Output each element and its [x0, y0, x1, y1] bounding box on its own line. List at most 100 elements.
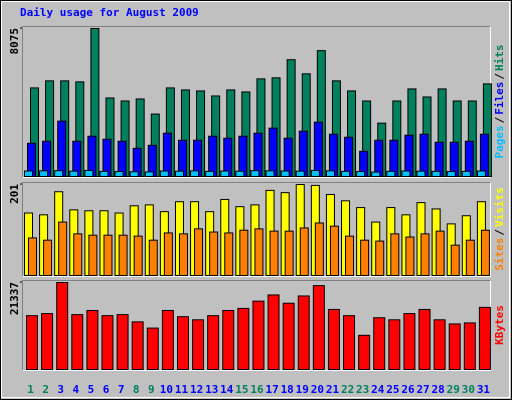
bar — [341, 170, 351, 178]
bar — [284, 230, 294, 276]
bar — [343, 315, 356, 371]
legend: KBytes — [493, 305, 506, 345]
bar — [448, 323, 461, 370]
bar — [356, 171, 366, 177]
bar — [190, 170, 200, 178]
x-tick-label: 20 — [311, 383, 324, 396]
x-tick-label: 28 — [432, 383, 445, 396]
bar — [433, 319, 446, 371]
bar — [388, 319, 401, 371]
x-tick-label: 10 — [160, 383, 173, 396]
x-tick-label: 11 — [175, 383, 189, 396]
bar — [298, 130, 308, 177]
bar — [418, 308, 431, 371]
bar — [252, 300, 265, 370]
legend-entry: KBytes — [493, 305, 506, 345]
bar — [463, 322, 476, 371]
legend: Pages/Files/Hits — [493, 45, 506, 159]
bar — [86, 309, 99, 370]
bar — [403, 313, 416, 370]
bar — [144, 171, 154, 177]
bar — [237, 307, 250, 370]
bar — [312, 285, 325, 371]
x-tick-label: 19 — [296, 383, 309, 396]
bar — [57, 120, 67, 177]
bar — [84, 169, 94, 178]
bar — [478, 306, 491, 370]
x-tick-label: 22 — [341, 383, 354, 396]
bar — [325, 170, 335, 178]
bar — [192, 319, 205, 371]
bar — [419, 133, 429, 177]
bar — [371, 171, 381, 178]
x-tick-label: 14 — [220, 383, 234, 396]
bar — [267, 294, 280, 370]
bar — [209, 231, 219, 276]
bar — [24, 170, 33, 177]
bar — [310, 169, 320, 178]
bar — [268, 127, 278, 178]
bar — [386, 170, 396, 178]
bar — [54, 170, 64, 177]
bar — [41, 313, 54, 370]
bar — [58, 221, 68, 277]
plot-bevel — [22, 280, 491, 371]
bar — [176, 316, 189, 371]
bar — [163, 232, 173, 276]
bar — [69, 170, 79, 177]
bar — [390, 233, 400, 276]
bar — [103, 234, 113, 276]
bar — [327, 308, 340, 371]
bar — [373, 317, 386, 370]
bar — [129, 171, 139, 178]
x-tick-label: 9 — [148, 383, 155, 396]
bar — [148, 239, 158, 277]
x-tick-label: 17 — [265, 383, 278, 396]
x-tick-label: 16 — [250, 383, 264, 396]
bar — [43, 239, 53, 277]
bar — [461, 170, 471, 178]
x-tick-label: 23 — [356, 383, 369, 396]
bar — [71, 314, 84, 370]
bar — [446, 171, 456, 177]
bar — [254, 228, 264, 277]
bar — [295, 170, 305, 177]
bar — [116, 314, 129, 370]
bar — [28, 237, 37, 276]
bar — [435, 230, 445, 276]
x-tick-label: 2 — [42, 383, 49, 396]
bar — [345, 235, 355, 276]
legend-entry: Sites — [493, 238, 506, 271]
bar — [250, 170, 260, 177]
x-tick-label: 1 — [27, 383, 34, 396]
bar — [405, 236, 415, 276]
bar — [297, 295, 310, 371]
plot-bevel — [22, 26, 491, 178]
x-tick-label: 5 — [88, 383, 95, 396]
bar — [280, 170, 290, 177]
bar — [99, 170, 109, 178]
bar — [374, 139, 384, 177]
bar — [114, 171, 124, 177]
bar — [220, 170, 230, 177]
legend-entry: Hits — [493, 45, 506, 72]
bar — [178, 233, 188, 276]
legend-entry: Files — [493, 82, 506, 115]
chart-title: Daily usage for August 2009 — [20, 6, 199, 19]
legend-separator: / — [493, 116, 506, 123]
bar — [56, 282, 69, 370]
x-tick-label: 24 — [371, 383, 385, 396]
y-tick-label: 8075 — [8, 28, 21, 55]
x-tick-label: 26 — [401, 383, 415, 396]
bar — [238, 135, 248, 177]
bar — [161, 309, 174, 370]
bar — [131, 321, 144, 370]
bar — [159, 170, 169, 177]
bar — [205, 170, 215, 178]
x-tick-label: 6 — [103, 383, 110, 396]
bar — [328, 133, 338, 177]
x-tick-label: 31 — [477, 383, 491, 396]
bar — [358, 334, 371, 370]
x-tick-label: 4 — [73, 383, 80, 396]
